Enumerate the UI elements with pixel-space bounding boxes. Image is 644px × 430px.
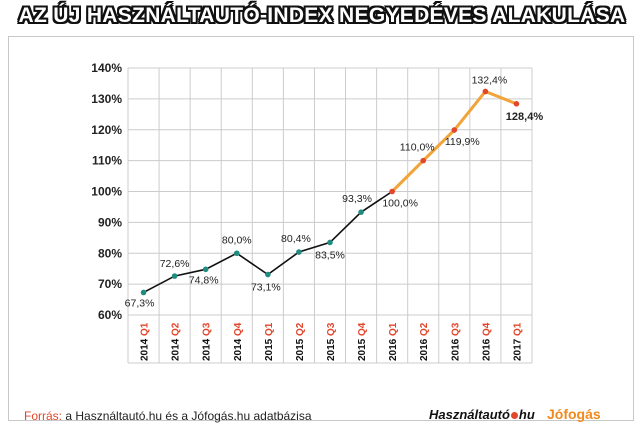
data-label: 73,1% xyxy=(251,282,281,294)
data-label: 110,0% xyxy=(400,142,435,154)
y-tick-label: 120% xyxy=(91,123,122,137)
chart-title: AZ ÚJ HASZNÁLTAUTÓ-INDEX NEGYEDÉVES ALAK… xyxy=(18,4,626,27)
logo-dot-icon xyxy=(510,411,518,419)
data-label: 80,4% xyxy=(281,233,311,245)
data-point xyxy=(482,88,489,95)
data-point xyxy=(171,273,178,279)
data-label: 83,5% xyxy=(315,249,345,261)
logo-text-b: hu xyxy=(518,407,535,422)
x-tick-label: 2014 Q1 xyxy=(140,322,151,361)
data-point xyxy=(140,289,147,296)
y-tick-label: 90% xyxy=(98,215,122,229)
data-label: 93,3% xyxy=(342,193,372,205)
y-tick-label: 140% xyxy=(91,61,122,75)
data-label: 100,0% xyxy=(382,198,418,210)
x-tick-label: 2017 Q1 xyxy=(512,322,523,361)
source-note: Forrás: a Használtautó.hu és a Jófogás.h… xyxy=(24,409,312,423)
y-tick-label: 80% xyxy=(98,246,122,260)
data-point xyxy=(233,250,240,257)
x-tick-label: 2015 Q1 xyxy=(264,322,275,361)
source-key: Forrás: xyxy=(24,409,63,423)
data-point xyxy=(327,239,333,246)
data-point xyxy=(420,157,427,164)
data-point xyxy=(265,271,271,278)
data-label: 128,4% xyxy=(506,111,544,123)
chart-frame xyxy=(8,36,634,421)
data-point xyxy=(513,101,520,107)
data-label: 119,9% xyxy=(445,136,480,148)
x-tick-label: 2014 Q2 xyxy=(171,322,182,361)
y-tick-label: 70% xyxy=(98,277,122,291)
x-tick-label: 2015 Q4 xyxy=(357,322,368,361)
data-points xyxy=(140,88,520,296)
data-point xyxy=(202,266,209,273)
y-tick-label: 60% xyxy=(98,308,122,322)
x-tick-label: 2016 Q1 xyxy=(388,322,399,361)
x-tick-label: 2016 Q2 xyxy=(419,322,430,361)
y-tick-label: 130% xyxy=(91,92,122,106)
data-label: 132,4% xyxy=(472,74,508,86)
x-tick-label: 2014 Q4 xyxy=(233,322,244,361)
data-point xyxy=(451,127,458,133)
data-label: 67,3% xyxy=(125,297,155,309)
x-tick-label: 2016 Q3 xyxy=(450,322,461,361)
data-point xyxy=(389,188,395,195)
data-label: 72,6% xyxy=(160,258,190,270)
data-point xyxy=(358,209,364,215)
jofogas-logo: Jófogás xyxy=(547,406,601,422)
x-tick-label: 2015 Q3 xyxy=(326,322,337,361)
y-tick-label: 100% xyxy=(91,185,122,199)
data-point xyxy=(296,249,302,255)
x-axis-ticks: 2014 Q1 2014 Q2 2014 Q3 2014 Q4 2015 Q1 2015 … xyxy=(140,322,524,361)
data-label: 80,0% xyxy=(222,234,252,246)
x-tick-label: 2016 Q4 xyxy=(481,322,492,361)
grid xyxy=(127,67,533,364)
data-label: 74,8% xyxy=(189,274,219,286)
source-text: a Használtautó.hu és a Jófogás.hu adatbá… xyxy=(62,409,312,423)
y-axis-ticks: 60% 70% 80% 90% 100% 110% 120% 130% 140% xyxy=(91,61,122,322)
x-tick-label: 2015 Q2 xyxy=(295,322,306,361)
logo-text-a: Használtautó xyxy=(429,407,510,422)
data-labels: 67,3% 72,6% 74,8% 80,0% 73,1% 80,4% 83,5% 93,3%… xyxy=(125,74,544,309)
y-tick-label: 110% xyxy=(92,154,122,168)
x-tick-label: 2014 Q3 xyxy=(202,322,213,361)
hasznaltauto-logo: Használtautó hu xyxy=(429,407,535,422)
